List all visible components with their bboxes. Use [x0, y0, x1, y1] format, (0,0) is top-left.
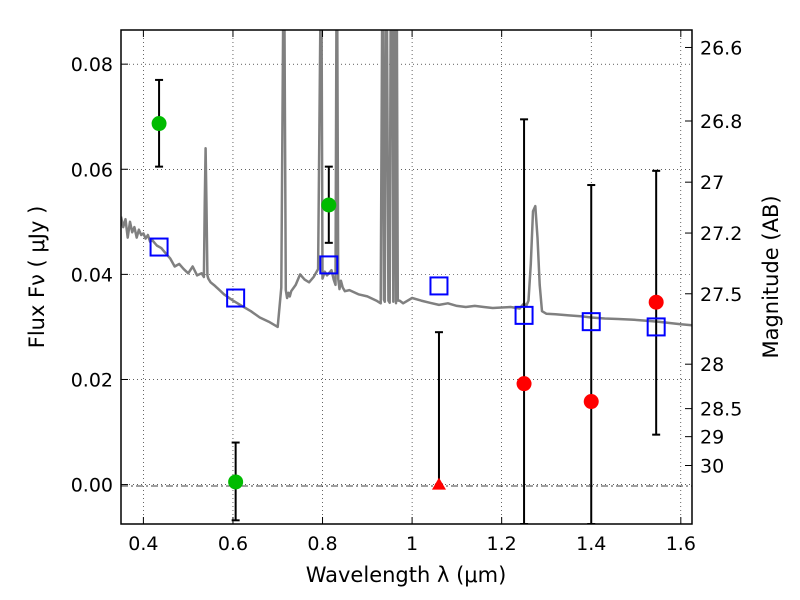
template-spectrum-line: [121, 30, 692, 329]
photometry-points: [149, 78, 666, 524]
y2-tick-label: 29: [700, 427, 724, 449]
x-tick-label: 1.2: [487, 533, 517, 555]
y2-tick-label: 26.6: [700, 37, 742, 59]
y-tick-label: 0.02: [71, 369, 113, 391]
x-axis-label: Wavelength λ (μm): [306, 563, 507, 587]
model-flux-square: [514, 305, 534, 325]
y2-tick-label: 26.8: [700, 111, 742, 133]
model-flux-square: [149, 237, 169, 257]
x-tick-label: 1.4: [576, 533, 606, 555]
x-tick-label: 0.6: [218, 533, 248, 555]
x-tick-label: 1.6: [666, 533, 696, 555]
x-tick-label: 1: [406, 533, 418, 555]
model-flux-square: [429, 276, 449, 296]
axis-ticks: 0.4 0.6 0.8 1 1.2 1.4 1.6 0.00 0.02 0.04 0.06 0.08 2…: [71, 30, 742, 555]
y2-tick-label: 30: [700, 456, 724, 478]
model-flux-square: [581, 312, 601, 332]
x-tick-label: 0.8: [307, 533, 337, 555]
flux-point-circle: [516, 376, 532, 392]
y2-tick-label: 27: [700, 172, 724, 194]
flux-point-circle: [321, 197, 337, 213]
y2-axis-label: Magnitude (AB): [759, 195, 783, 358]
y-axis-label: Flux Fν ( μJy ): [25, 206, 49, 349]
template-spectrum: [121, 30, 692, 329]
flux-point-circle: [583, 394, 599, 410]
flux-point-circle: [228, 474, 244, 490]
x-tick-label: 0.4: [128, 533, 158, 555]
flux-upper-limit-triangle: [431, 477, 446, 490]
y-tick-label: 0.00: [71, 475, 113, 497]
plot-frame: [120, 29, 693, 525]
flux-point-circle: [151, 116, 167, 132]
model-flux-square: [646, 317, 666, 337]
y2-tick-label: 28: [700, 354, 724, 376]
y-tick-label: 0.08: [71, 54, 113, 76]
y2-tick-label: 28.5: [700, 399, 742, 421]
y2-tick-label: 27.5: [700, 284, 742, 306]
y2-tick-label: 27.2: [700, 223, 742, 245]
y-tick-label: 0.06: [71, 159, 113, 181]
flux-point-circle: [648, 294, 664, 310]
model-flux-square: [226, 288, 246, 308]
model-flux-square: [319, 255, 339, 275]
y-tick-label: 0.04: [71, 264, 113, 286]
